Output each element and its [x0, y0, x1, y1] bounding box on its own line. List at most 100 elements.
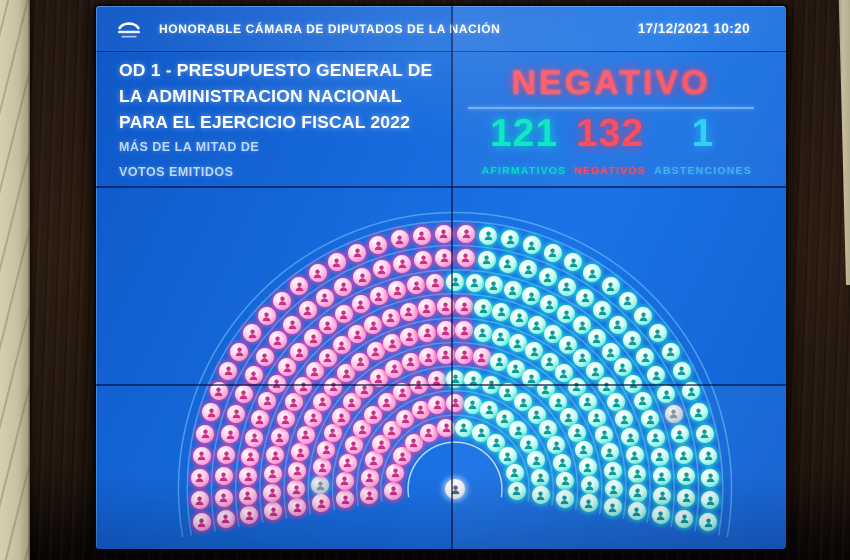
person-icon — [304, 306, 312, 315]
person-icon — [275, 433, 284, 442]
person-icon — [358, 425, 367, 434]
seat-negative — [288, 498, 307, 517]
seat-affirmative — [527, 316, 546, 335]
person-icon — [503, 452, 512, 462]
seat-affirmative — [586, 362, 605, 381]
seat-negative — [344, 436, 363, 455]
motion-panel: OD 1 - PRESUPUESTO GENERAL DE LA ADMINIS… — [119, 57, 449, 185]
seat-affirmative — [652, 467, 671, 486]
person-icon — [451, 374, 459, 384]
person-icon — [323, 353, 332, 363]
seat-negative — [255, 348, 274, 367]
person-icon — [386, 313, 395, 323]
person-icon — [496, 332, 505, 342]
person-icon — [197, 451, 206, 461]
person-icon — [530, 347, 539, 357]
person-icon — [462, 229, 470, 239]
person-icon — [244, 472, 253, 481]
seat-affirmative — [593, 301, 612, 320]
person-icon — [706, 473, 715, 483]
seat-negative — [315, 288, 334, 307]
seat-negative — [334, 277, 352, 296]
seat-negative — [364, 405, 383, 424]
person-icon — [221, 514, 230, 524]
header-bar: HONORABLE CÁMARA DE DIPUTADOS DE LA NACI… — [96, 6, 786, 52]
person-icon — [293, 466, 302, 476]
person-icon — [694, 408, 703, 417]
person-icon — [337, 413, 346, 422]
seat-affirmative — [615, 410, 634, 429]
seat-affirmative — [625, 446, 644, 465]
seat-negative — [455, 345, 474, 364]
motion-title-line-1: OD 1 - PRESUPUESTO GENERAL DE — [119, 60, 433, 80]
person-icon — [195, 473, 204, 483]
seat-affirmative — [574, 440, 593, 459]
seat-affirmative — [538, 268, 557, 287]
seat-negative — [243, 324, 262, 343]
seat-negative — [360, 468, 379, 487]
seat-affirmative — [564, 253, 583, 272]
person-icon — [593, 334, 601, 343]
person-icon — [490, 281, 498, 291]
person-icon — [605, 448, 614, 457]
seat-affirmative — [491, 327, 510, 346]
seat-affirmative — [618, 291, 637, 310]
seat-negative — [369, 236, 388, 255]
seat-negative — [305, 362, 324, 381]
seat-affirmative — [601, 343, 620, 362]
seat-negative — [393, 383, 412, 402]
seat-negative — [278, 358, 297, 377]
seat-affirmative — [576, 288, 595, 307]
person-icon — [441, 326, 450, 336]
seat-affirmative — [701, 468, 720, 487]
person-icon — [602, 382, 611, 391]
person-icon — [680, 514, 689, 524]
person-icon — [564, 341, 573, 350]
seat-negative — [434, 224, 453, 243]
person-icon — [281, 415, 290, 425]
seat-negative — [472, 348, 491, 367]
person-icon — [545, 357, 554, 367]
person-icon — [353, 330, 361, 340]
person-icon — [628, 336, 637, 345]
person-icon — [532, 456, 541, 465]
seat-affirmative — [641, 410, 660, 429]
person-icon — [244, 491, 252, 501]
seat-affirmative — [650, 447, 669, 466]
person-icon — [631, 451, 639, 460]
seat-negative — [196, 424, 215, 443]
person-icon — [598, 306, 606, 315]
seat-affirmative — [540, 352, 559, 371]
person-icon — [527, 374, 536, 383]
header-datetime: 17/12/2021 10:20 — [637, 21, 750, 36]
person-icon — [482, 255, 491, 265]
seat-negative — [360, 486, 379, 505]
seat-affirmative — [554, 364, 573, 383]
seat-affirmative — [522, 236, 541, 255]
person-icon — [469, 376, 478, 385]
person-icon — [313, 269, 322, 279]
person-icon — [235, 347, 244, 357]
person-icon — [588, 269, 597, 279]
seat-negative — [419, 348, 438, 367]
seat-affirmative — [490, 352, 509, 371]
seat-negative — [386, 463, 405, 482]
seat-negative — [455, 321, 474, 340]
seat-negative — [263, 464, 282, 483]
seat-affirmative — [495, 409, 514, 428]
seat-negative — [427, 371, 446, 390]
person-icon — [585, 481, 594, 490]
seat-affirmative — [580, 476, 599, 495]
seat-affirmative — [559, 408, 578, 427]
person-icon — [468, 400, 477, 410]
person-icon — [318, 397, 327, 407]
seat-affirmative — [543, 243, 562, 262]
seat-negative — [372, 260, 391, 279]
person-icon — [506, 235, 515, 245]
person-icon — [388, 426, 396, 435]
person-icon — [214, 387, 223, 396]
person-icon — [477, 428, 486, 438]
person-icon — [500, 414, 509, 424]
person-icon — [655, 452, 664, 462]
seat-affirmative — [579, 494, 598, 513]
